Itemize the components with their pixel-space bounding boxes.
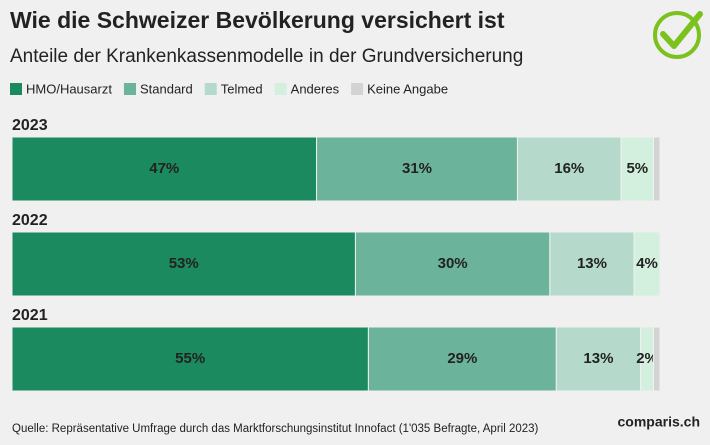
legend-swatch [10,83,22,95]
source-note: Quelle: Repräsentative Umfrage durch das… [12,423,539,435]
value-label: 53% [169,255,199,272]
chart-subtitle: Anteile der Krankenkassenmodelle in der … [10,46,523,67]
bar-segment [11,231,356,297]
bar-segment [653,326,661,392]
value-label: 30% [438,255,468,272]
icon-circle [653,11,701,59]
category-label: 2021 [12,307,48,324]
legend-label: Standard [140,81,193,96]
bar-segment [367,326,557,392]
value-label: 13% [583,350,613,367]
logo-icon [653,11,703,59]
icon-check [660,11,703,49]
bar-segment [633,231,661,297]
value-label: 47% [149,160,179,177]
legend-swatch [123,83,136,95]
category-label: 2023 [12,117,48,134]
bar-segment [653,136,661,202]
value-label: 16% [554,160,584,177]
legend-label: Telmed [221,81,263,96]
bar-segment [11,136,318,202]
legend-label: Anderes [291,81,340,96]
value-label: 2% [636,350,658,367]
legend-label: Keine Angabe [367,81,448,96]
value-label: 13% [577,255,607,272]
value-label: 5% [626,160,648,177]
bar-segment [555,326,642,392]
value-label: 29% [447,350,477,367]
value-label: 4% [636,255,658,272]
category-label: 2022 [12,212,48,229]
legend-swatch [204,83,217,95]
legend-label: HMO/Hausarzt [26,81,112,96]
bar-segment [549,231,635,297]
logo-text: comparis.ch [618,414,700,430]
legend-swatch [274,83,287,95]
value-label: 31% [402,160,432,177]
chart-title: Wie die Schweizer Bevölkerung versichert… [10,7,505,33]
bar-segment [11,326,369,392]
legend-swatch [351,83,364,95]
value-label: 55% [175,350,205,367]
bar-segment [316,136,518,202]
